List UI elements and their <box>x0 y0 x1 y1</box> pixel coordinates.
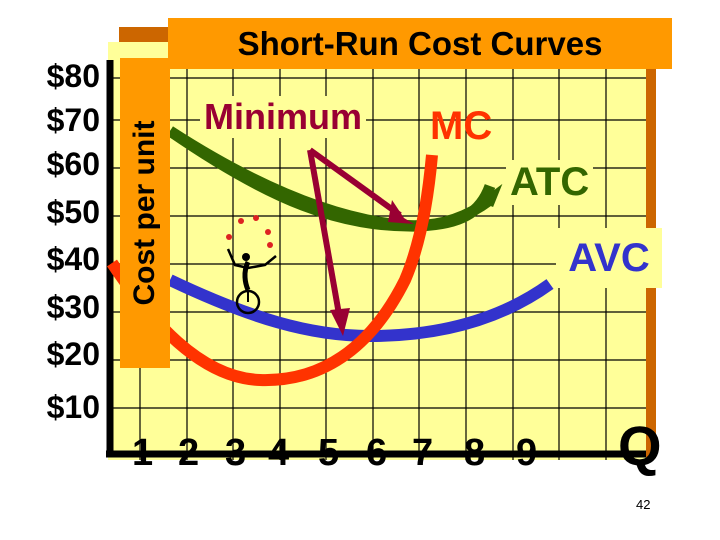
x-tick-5: 5 <box>318 432 340 474</box>
y-tick-20: $20 <box>46 336 100 372</box>
x-tick-7: 7 <box>412 432 434 474</box>
frame-shadow-top <box>119 27 169 42</box>
y-tick-60: $60 <box>46 146 100 182</box>
x-tick-9: 9 <box>516 432 538 474</box>
avc-curve <box>167 274 554 343</box>
y-tick-10: $10 <box>46 389 100 425</box>
y-tick-50: $50 <box>46 194 100 230</box>
y-axis-label-box: Cost per unit <box>120 58 170 368</box>
y-tick-70: $70 <box>46 102 100 138</box>
avc-label: AVC <box>556 228 662 288</box>
arrow-head-avc <box>330 308 350 336</box>
page-number: 42 <box>636 497 651 512</box>
x-axis-label: Q <box>618 414 662 477</box>
x-tick-6: 6 <box>366 432 388 474</box>
y-tick-40: $40 <box>46 241 100 277</box>
x-tick-1: 1 <box>132 432 154 474</box>
y-tick-80: $80 <box>46 58 100 94</box>
arrow-head-atc <box>388 200 414 224</box>
minimum-label: Minimum <box>200 96 366 138</box>
frame-cream-tab <box>108 42 169 62</box>
y-axis-label: Cost per unit <box>128 120 161 306</box>
title-bar: Short-Run Cost Curves <box>168 18 672 69</box>
x-tick-8: 8 <box>464 432 486 474</box>
juggler-unicycle-icon <box>226 215 277 315</box>
chart-title: Short-Run Cost Curves <box>237 24 603 62</box>
mc-label: MC <box>430 104 493 148</box>
x-tick-3: 3 <box>225 432 247 474</box>
mc-curve <box>107 154 438 387</box>
atc-label: ATC <box>506 160 594 205</box>
x-tick-4: 4 <box>268 432 290 474</box>
x-tick-2: 2 <box>178 432 200 474</box>
grid-lines <box>108 60 646 460</box>
y-tick-30: $30 <box>46 289 100 325</box>
minimum-arrows <box>307 147 402 321</box>
